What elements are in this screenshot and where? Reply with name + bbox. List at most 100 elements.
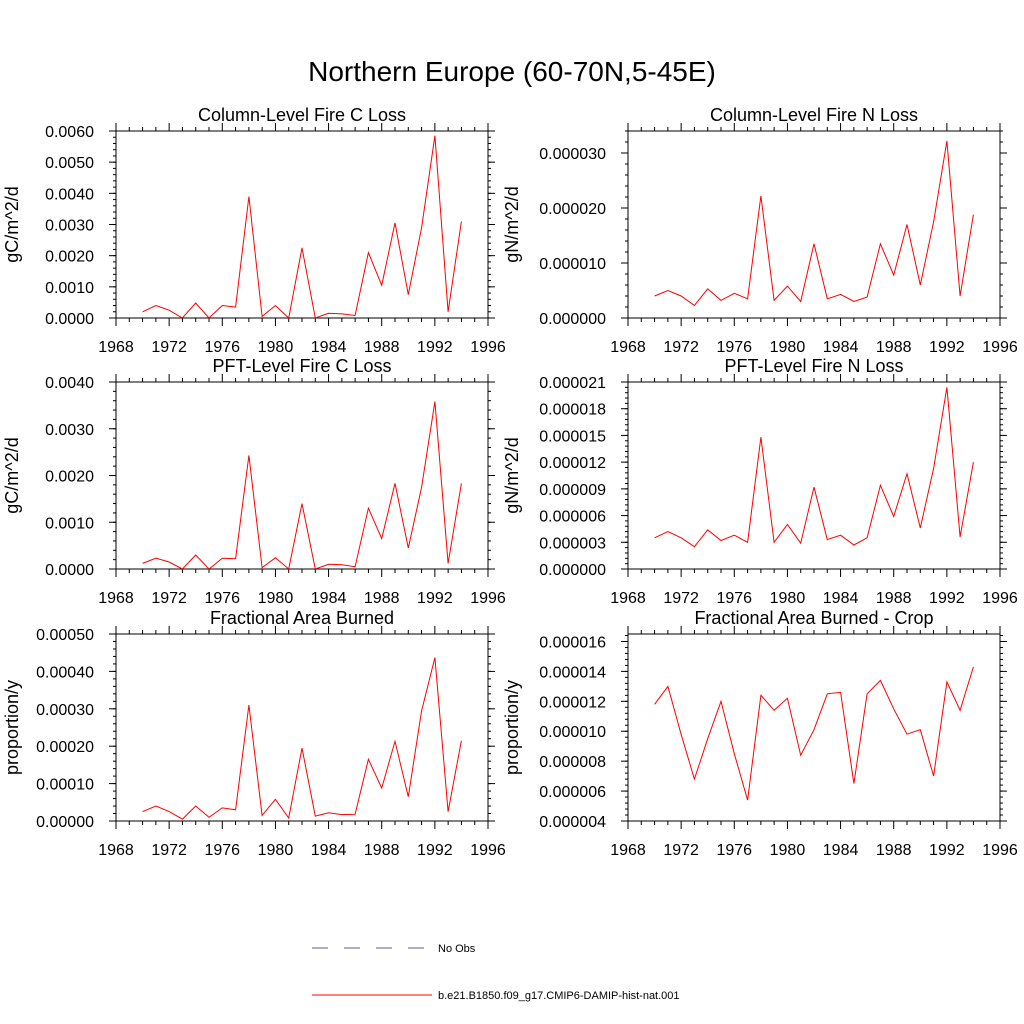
- panel-5-ytick-label: 0.00050: [36, 627, 94, 644]
- panel-1-xtick-label: 1980: [258, 339, 294, 356]
- panel-6-xtick-label: 1972: [663, 842, 699, 859]
- panel-3-ytick-label: 0.0000: [45, 562, 94, 579]
- panel-4-xtick-label: 1984: [823, 590, 859, 607]
- panel-6-xtick-label: 1968: [610, 842, 646, 859]
- panel-5-ytick-label: 0.00010: [36, 777, 94, 794]
- panel-6-ytick-label: 0.000012: [539, 694, 606, 711]
- panel-6-xtick-label: 1996: [982, 842, 1018, 859]
- panel-3-ylabel: gC/m^2/d: [2, 437, 22, 513]
- panel-1-ytick-label: 0.0000: [45, 311, 94, 328]
- legend-label-2: b.e21.B1850.f09_g17.CMIP6-DAMIP-hist-nat…: [438, 990, 680, 1002]
- panel-6-ytick-label: 0.000006: [539, 784, 606, 801]
- panel-1-xtick-label: 1984: [311, 339, 347, 356]
- panel-5-xtick-label: 1968: [98, 842, 134, 859]
- panel-1-ytick-label: 0.0040: [45, 186, 94, 203]
- panel-5-xtick-label: 1992: [417, 842, 453, 859]
- panel-5-xtick-label: 1996: [470, 842, 506, 859]
- panel-3-xtick-label: 1976: [204, 590, 240, 607]
- panel-5-xtick-label: 1976: [204, 842, 240, 859]
- panel-6-ytick-label: 0.000016: [539, 634, 606, 651]
- legend-label-1: No Obs: [438, 943, 476, 955]
- panel-2-xtick-label: 1972: [663, 339, 699, 356]
- panel-5-xtick-label: 1988: [364, 842, 400, 859]
- panel-6-series-line: [654, 666, 974, 801]
- panel-4-xtick-label: 1980: [770, 590, 806, 607]
- panel-1-xtick-label: 1976: [204, 339, 240, 356]
- panel-3-xtick-label: 1968: [98, 590, 134, 607]
- panel-4-ytick-label: 0.000009: [539, 482, 606, 499]
- panel-5-series-line: [142, 657, 462, 820]
- panel-2-xtick-label: 1984: [823, 339, 859, 356]
- panel-4-xtick-label: 1972: [663, 590, 699, 607]
- panel-2-xtick-label: 1976: [716, 339, 752, 356]
- panel-3-xtick-label: 1988: [364, 590, 400, 607]
- panel-1-frame: [115, 130, 489, 319]
- panel-4-ytick-label: 0.000015: [539, 428, 606, 445]
- panel-5-ytick-label: 0.00030: [36, 702, 94, 719]
- panel-4-ylabel: gN/m^2/d: [502, 437, 522, 513]
- panel-1-ylabel: gC/m^2/d: [2, 186, 22, 262]
- panel-2-xtick-label: 1988: [876, 339, 912, 356]
- panel-5-ytick-label: 0.00000: [36, 814, 94, 831]
- panel-6-xtick-label: 1988: [876, 842, 912, 859]
- panel-2-xtick-label: 1996: [982, 339, 1018, 356]
- panel-6-ytick-label: 0.000008: [539, 754, 606, 771]
- panel-3-xtick-label: 1980: [258, 590, 294, 607]
- panel-6-ytick-label: 0.000014: [539, 664, 606, 681]
- panel-4-ytick-label: 0.000021: [539, 375, 606, 392]
- panel-6-ytick-label: 0.000010: [539, 724, 606, 741]
- panel-4-ytick-label: 0.000018: [539, 402, 606, 419]
- panel-2-title: Column-Level Fire N Loss: [710, 105, 918, 125]
- panel-3-ytick-label: 0.0020: [45, 469, 94, 486]
- panel-1-xtick-label: 1972: [151, 339, 187, 356]
- panel-4-ytick-label: 0.000000: [539, 562, 606, 579]
- panel-3-ytick-label: 0.0030: [45, 422, 94, 439]
- panel-1-title: Column-Level Fire C Loss: [198, 105, 406, 125]
- panel-4-title: PFT-Level Fire N Loss: [724, 356, 903, 376]
- panel-6-title: Fractional Area Burned - Crop: [694, 608, 933, 628]
- panel-6-xtick-label: 1992: [929, 842, 965, 859]
- panel-3-ytick-label: 0.0040: [45, 375, 94, 392]
- panel-1-ytick-label: 0.0020: [45, 249, 94, 266]
- panel-4-ytick-label: 0.000006: [539, 509, 606, 526]
- panel-2-ytick-label: 0.000020: [539, 201, 606, 218]
- panel-2-ytick-label: 0.000010: [539, 256, 606, 273]
- panel-2-xtick-label: 1992: [929, 339, 965, 356]
- panel-2-ytick-label: 0.000030: [539, 146, 606, 163]
- panel-2-xtick-label: 1980: [770, 339, 806, 356]
- panel-3-ytick-label: 0.0010: [45, 515, 94, 532]
- panel-6-frame: [627, 633, 1001, 822]
- panel-5-ytick-label: 0.00020: [36, 739, 94, 756]
- panel-4-xtick-label: 1988: [876, 590, 912, 607]
- figure-title: Northern Europe (60-70N,5-45E): [308, 56, 716, 87]
- panel-3-series-line: [142, 401, 462, 570]
- panel-6-ytick-label: 0.000004: [539, 814, 606, 831]
- panel-3-title: PFT-Level Fire C Loss: [212, 356, 391, 376]
- panel-5-xtick-label: 1980: [258, 842, 294, 859]
- panel-3-xtick-label: 1992: [417, 590, 453, 607]
- panel-6-xtick-label: 1980: [770, 842, 806, 859]
- panel-1-ytick-label: 0.0060: [45, 124, 94, 141]
- panel-5-xtick-label: 1984: [311, 842, 347, 859]
- panel-1-xtick-label: 1996: [470, 339, 506, 356]
- panel-2-series-line: [654, 140, 974, 307]
- panel-3-xtick-label: 1984: [311, 590, 347, 607]
- panel-4-frame: [627, 381, 1001, 570]
- panel-2-xtick-label: 1968: [610, 339, 646, 356]
- panel-1-xtick-label: 1992: [417, 339, 453, 356]
- panel-6-ylabel: proportion/y: [502, 680, 522, 775]
- panel-1-ytick-label: 0.0050: [45, 155, 94, 172]
- panel-6-xtick-label: 1976: [716, 842, 752, 859]
- panel-1-ytick-label: 0.0010: [45, 280, 94, 297]
- panel-5-ylabel: proportion/y: [2, 680, 22, 775]
- panel-4-ytick-label: 0.000012: [539, 455, 606, 472]
- panel-2-ytick-label: 0.000000: [539, 311, 606, 328]
- panel-4-xtick-label: 1996: [982, 590, 1018, 607]
- panel-5-ytick-label: 0.00040: [36, 664, 94, 681]
- panel-5-title: Fractional Area Burned: [210, 608, 394, 628]
- panel-3-xtick-label: 1996: [470, 590, 506, 607]
- panel-3-xtick-label: 1972: [151, 590, 187, 607]
- panel-5-frame: [115, 633, 489, 822]
- panel-6-xtick-label: 1984: [823, 842, 859, 859]
